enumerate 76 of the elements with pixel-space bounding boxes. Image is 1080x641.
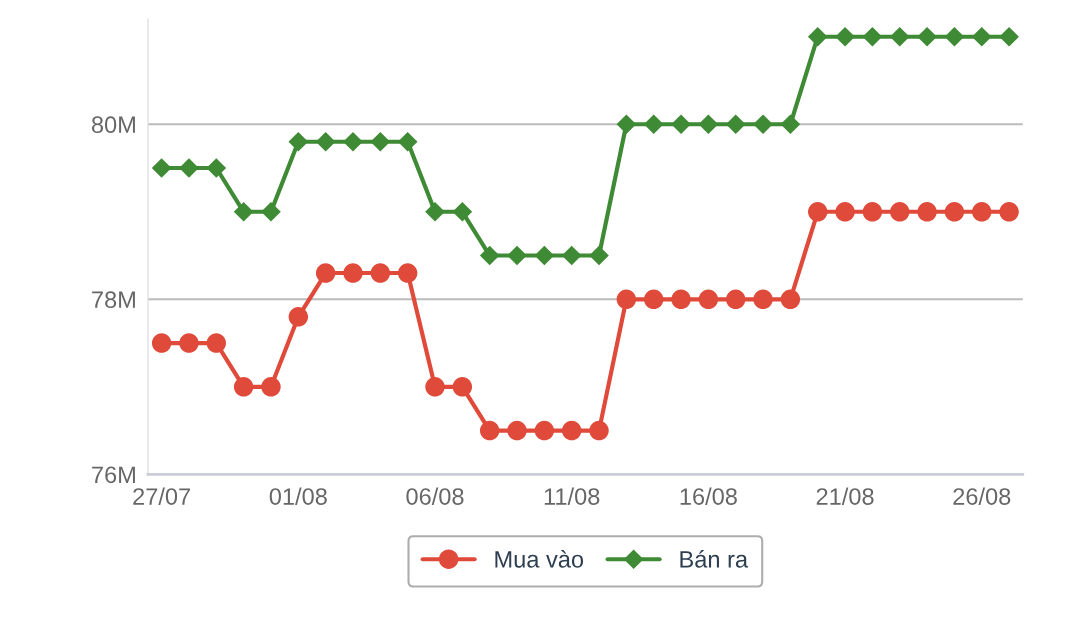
point bbox=[179, 158, 199, 178]
point bbox=[972, 202, 992, 222]
point bbox=[616, 114, 637, 135]
point bbox=[862, 202, 883, 222]
point bbox=[753, 114, 773, 135]
point bbox=[890, 202, 910, 222]
point bbox=[507, 245, 527, 266]
point bbox=[288, 307, 309, 327]
point bbox=[151, 333, 172, 353]
legend-label: Bán ra bbox=[680, 550, 749, 568]
x-tick-label: 27/07 bbox=[133, 487, 190, 505]
point bbox=[999, 26, 1019, 47]
point bbox=[534, 420, 555, 441]
point bbox=[725, 114, 746, 135]
point bbox=[397, 131, 418, 152]
point bbox=[452, 201, 473, 222]
x-tick-label: 26/08 bbox=[953, 487, 1011, 505]
point bbox=[780, 114, 801, 135]
x-tick-label: 21/08 bbox=[816, 487, 874, 505]
point bbox=[534, 245, 555, 266]
point bbox=[452, 377, 473, 397]
point bbox=[261, 377, 281, 397]
point bbox=[370, 263, 391, 283]
point bbox=[753, 289, 773, 310]
y-tick-label: 80M bbox=[91, 116, 135, 134]
point bbox=[889, 26, 910, 47]
point bbox=[917, 202, 937, 222]
point bbox=[288, 131, 309, 152]
point bbox=[589, 245, 609, 266]
x-tick-label: 01/08 bbox=[269, 487, 327, 505]
point bbox=[835, 202, 855, 222]
point bbox=[643, 114, 664, 135]
point bbox=[616, 289, 637, 310]
point bbox=[835, 26, 855, 47]
x-tick-label: 06/08 bbox=[406, 487, 464, 505]
point bbox=[425, 201, 445, 222]
point bbox=[808, 202, 828, 222]
point bbox=[507, 420, 527, 441]
point bbox=[643, 289, 664, 310]
x-tick-label: 11/08 bbox=[544, 487, 600, 505]
point bbox=[179, 333, 199, 353]
point bbox=[807, 26, 828, 47]
y-tick-label: 76M bbox=[92, 466, 135, 484]
point bbox=[999, 202, 1019, 222]
point bbox=[561, 420, 582, 441]
point bbox=[589, 420, 609, 441]
point bbox=[725, 289, 746, 310]
point bbox=[971, 26, 992, 47]
point bbox=[370, 131, 391, 152]
point bbox=[698, 114, 719, 135]
point bbox=[206, 333, 227, 353]
point bbox=[671, 289, 691, 310]
y-tick-label: 78M bbox=[92, 291, 135, 309]
point bbox=[233, 377, 254, 397]
point bbox=[343, 263, 363, 283]
point bbox=[944, 202, 965, 222]
point bbox=[397, 263, 418, 283]
point bbox=[698, 289, 719, 310]
point bbox=[151, 158, 172, 178]
point bbox=[315, 131, 336, 152]
point bbox=[780, 289, 801, 310]
point bbox=[917, 26, 937, 47]
point bbox=[944, 26, 965, 47]
point bbox=[315, 263, 336, 283]
point bbox=[425, 377, 445, 397]
point bbox=[206, 158, 227, 178]
legend-label: Mua vào bbox=[495, 550, 584, 568]
point bbox=[343, 131, 363, 152]
x-tick-label: 16/08 bbox=[680, 487, 737, 505]
point bbox=[561, 245, 582, 266]
point bbox=[479, 420, 500, 441]
point bbox=[233, 201, 254, 222]
point bbox=[261, 201, 281, 222]
point bbox=[479, 245, 500, 266]
point bbox=[671, 114, 691, 135]
point bbox=[862, 26, 883, 47]
